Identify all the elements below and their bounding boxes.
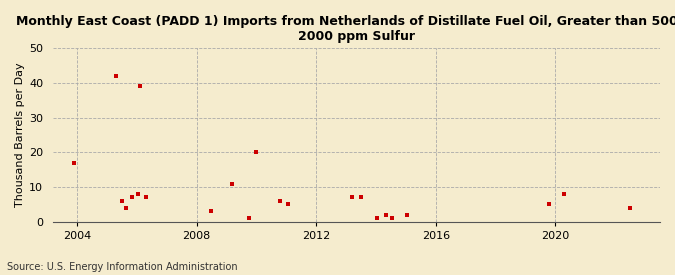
Point: [127, 195, 138, 200]
Text: Source: U.S. Energy Information Administration: Source: U.S. Energy Information Administ…: [7, 262, 238, 272]
Point: [624, 206, 635, 210]
Point: [111, 74, 122, 78]
Point: [347, 195, 358, 200]
Point: [282, 202, 293, 207]
Point: [559, 192, 570, 196]
Point: [134, 84, 145, 89]
Point: [251, 150, 262, 155]
Point: [275, 199, 286, 203]
Point: [402, 213, 412, 217]
Point: [140, 195, 151, 200]
Point: [356, 195, 367, 200]
Point: [387, 216, 398, 221]
Point: [206, 209, 217, 213]
Point: [544, 202, 555, 207]
Point: [244, 216, 254, 221]
Y-axis label: Thousand Barrels per Day: Thousand Barrels per Day: [15, 63, 25, 207]
Point: [381, 213, 392, 217]
Point: [69, 161, 80, 165]
Point: [372, 216, 383, 221]
Point: [121, 206, 132, 210]
Point: [227, 182, 238, 186]
Point: [133, 192, 144, 196]
Title: Monthly East Coast (PADD 1) Imports from Netherlands of Distillate Fuel Oil, Gre: Monthly East Coast (PADD 1) Imports from…: [16, 15, 675, 43]
Point: [116, 199, 127, 203]
